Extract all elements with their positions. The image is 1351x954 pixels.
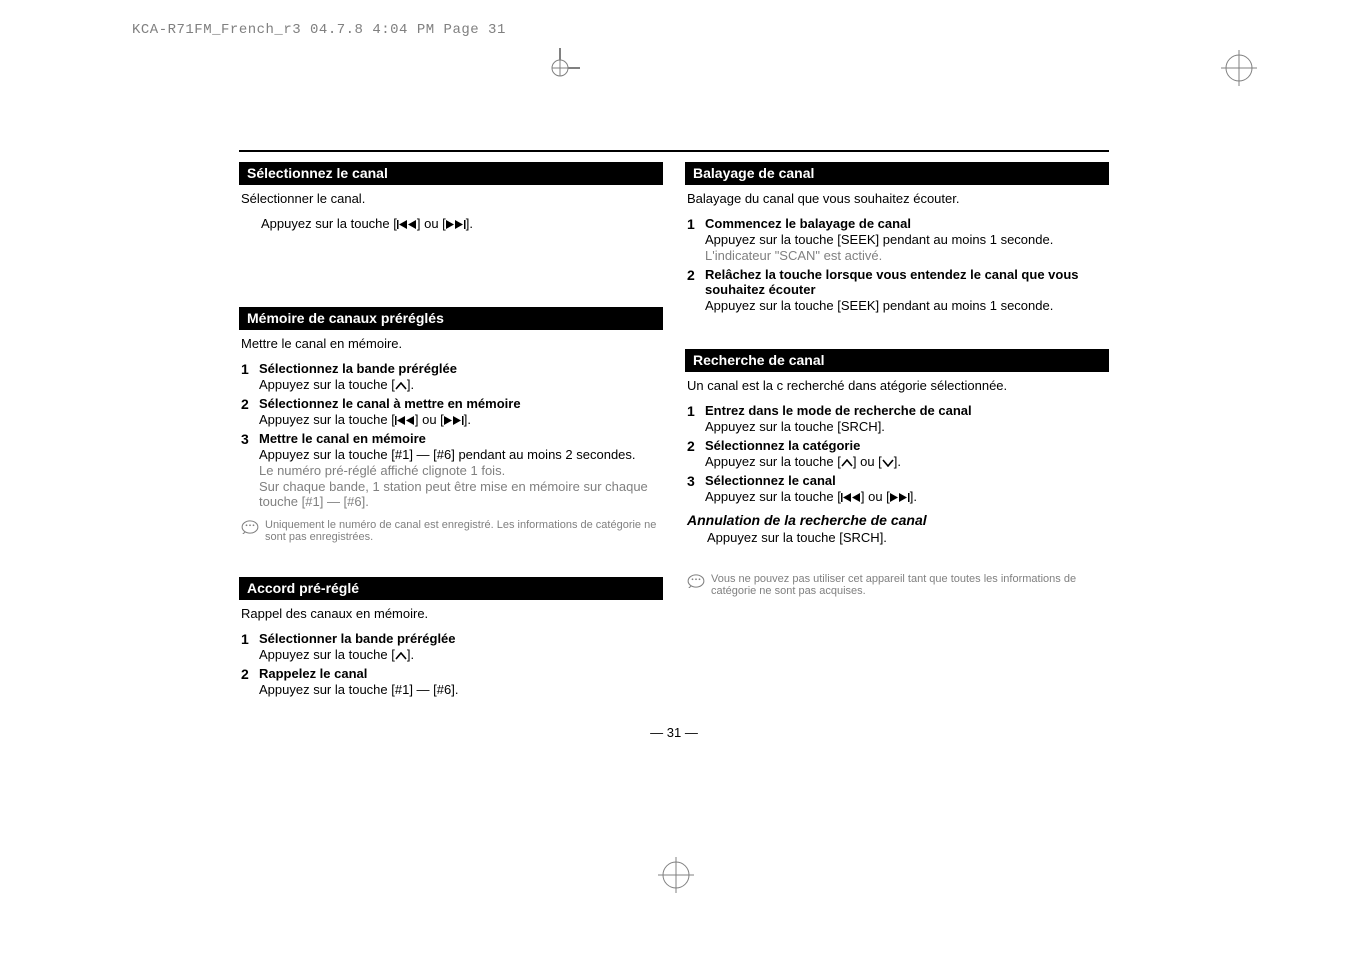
step-text: Appuyez sur la touche [#1] — [#6] pendan…	[259, 447, 663, 462]
step-text: Appuyez sur la touche [#1] — [#6].	[259, 682, 663, 697]
step-title: Rappelez le canal	[259, 666, 663, 681]
page-content: Sélectionnez le canal Sélectionner le ca…	[239, 150, 1109, 740]
down-icon	[882, 459, 894, 467]
crop-mark-top-right	[1219, 48, 1259, 93]
step-2: 2 Sélectionnez la catégorie Appuyez sur …	[687, 438, 1109, 469]
crop-mark-top-left	[540, 48, 580, 93]
skip-forward-icon	[890, 493, 910, 502]
intro-text: Mettre le canal en mémoire.	[241, 336, 663, 351]
step-number: 1	[241, 631, 259, 662]
step-text: Appuyez sur la touche [] ou [].	[705, 454, 1109, 469]
print-header: KCA-R71FM_French_r3 04.7.8 4:04 PM Page …	[132, 22, 506, 38]
step-text: Appuyez sur la touche [] ou [].	[259, 412, 663, 427]
intro-text: Balayage du canal que vous souhaitez éco…	[687, 191, 1109, 206]
skip-back-icon	[395, 416, 415, 425]
right-column: Balayage de canal Balayage du canal que …	[685, 162, 1109, 699]
skip-forward-icon	[446, 220, 466, 229]
step-text: Appuyez sur la touche [].	[259, 647, 663, 662]
step-3: 3 Mettre le canal en mémoire Appuyez sur…	[241, 431, 663, 509]
step-number: 1	[241, 361, 259, 392]
step-text: Appuyez sur la touche [].	[259, 377, 663, 392]
step-title: Commencez le balayage de canal	[705, 216, 1109, 231]
step-number: 3	[241, 431, 259, 509]
step-1: 1 Commencez le balayage de canal Appuyez…	[687, 216, 1109, 263]
step-1: 1 Entrez dans le mode de recherche de ca…	[687, 403, 1109, 434]
step-text: Appuyez sur la touche [SRCH].	[705, 419, 1109, 434]
step-number: 2	[687, 438, 705, 469]
cancel-search-text: Appuyez sur la touche [SRCH].	[707, 530, 1109, 545]
step-text: Appuyez sur la touche [] ou [].	[705, 489, 1109, 504]
note-icon	[241, 520, 259, 534]
section-header-channel-scan: Balayage de canal	[685, 162, 1109, 185]
step-number: 1	[687, 403, 705, 434]
section-header-preset-tuning: Accord pré-réglé	[239, 577, 663, 600]
step-number: 2	[241, 666, 259, 697]
step-title: Mettre le canal en mémoire	[259, 431, 663, 446]
instruction-text: Appuyez sur la touche [] ou [].	[261, 216, 663, 231]
section-header-preset-memory: Mémoire de canaux préréglés	[239, 307, 663, 330]
step-title: Sélectionner la bande préréglée	[259, 631, 663, 646]
crop-mark-bottom	[656, 855, 696, 900]
step-2: 2 Sélectionnez le canal à mettre en mémo…	[241, 396, 663, 427]
step-text: Appuyez sur la touche [SEEK] pendant au …	[705, 298, 1109, 313]
section-header-select-channel: Sélectionnez le canal	[239, 162, 663, 185]
step-number: 1	[687, 216, 705, 263]
note-text: Vous ne pouvez pas utiliser cet appareil…	[711, 573, 1109, 597]
step-number: 3	[687, 473, 705, 504]
intro-text: Rappel des canaux en mémoire.	[241, 606, 663, 621]
step-title: Sélectionnez la bande préréglée	[259, 361, 663, 376]
step-1: 1 Sélectionner la bande préréglée Appuye…	[241, 631, 663, 662]
step-text: Appuyez sur la touche [SEEK] pendant au …	[705, 232, 1109, 247]
step-title: Sélectionnez le canal à mettre en mémoir…	[259, 396, 663, 411]
step-number: 2	[687, 267, 705, 313]
up-icon	[395, 652, 407, 660]
step-title: Relâchez la touche lorsque vous entendez…	[705, 267, 1109, 297]
intro-text: Un canal est la c recherché dans atégori…	[687, 378, 1109, 393]
step-text-secondary: Le numéro pré-réglé affiché clignote 1 f…	[259, 463, 663, 478]
step-text-secondary: Sur chaque bande, 1 station peut être mi…	[259, 479, 663, 509]
top-rule	[239, 150, 1109, 152]
up-icon	[395, 382, 407, 390]
note-icon	[687, 574, 705, 588]
cancel-search-title: Annulation de la recherche de canal	[687, 512, 1109, 528]
intro-text: Sélectionner le canal.	[241, 191, 663, 206]
step-3: 3 Sélectionnez le canal Appuyez sur la t…	[687, 473, 1109, 504]
note-text: Uniquement le numéro de canal est enregi…	[265, 519, 663, 543]
skip-back-icon	[397, 220, 417, 229]
section-header-channel-search: Recherche de canal	[685, 349, 1109, 372]
step-title: Sélectionnez la catégorie	[705, 438, 1109, 453]
step-number: 2	[241, 396, 259, 427]
up-icon	[841, 459, 853, 467]
step-1: 1 Sélectionnez la bande préréglée Appuye…	[241, 361, 663, 392]
note: Uniquement le numéro de canal est enregi…	[241, 519, 663, 543]
left-column: Sélectionnez le canal Sélectionner le ca…	[239, 162, 663, 699]
step-title: Entrez dans le mode de recherche de cana…	[705, 403, 1109, 418]
note: Vous ne pouvez pas utiliser cet appareil…	[687, 573, 1109, 597]
step-title: Sélectionnez le canal	[705, 473, 1109, 488]
step-text-secondary: L'indicateur "SCAN" est activé.	[705, 248, 1109, 263]
skip-back-icon	[841, 493, 861, 502]
step-2: 2 Rappelez le canal Appuyez sur la touch…	[241, 666, 663, 697]
page-number: — 31 —	[239, 725, 1109, 740]
step-2: 2 Relâchez la touche lorsque vous entend…	[687, 267, 1109, 313]
skip-forward-icon	[444, 416, 464, 425]
